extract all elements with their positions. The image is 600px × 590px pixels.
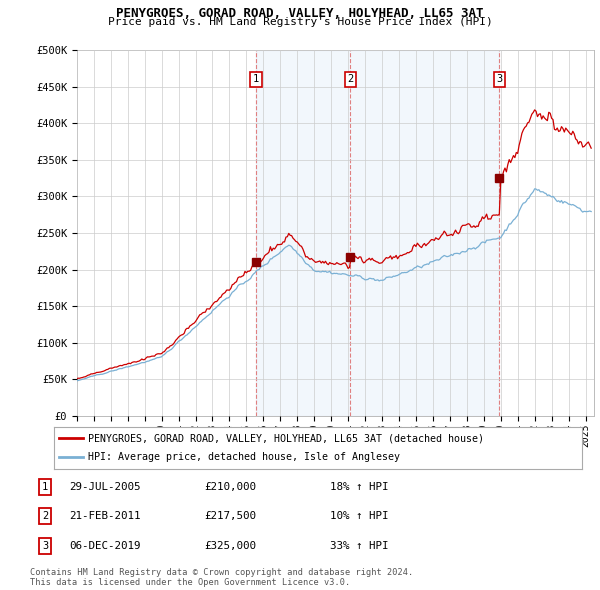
Text: 10% ↑ HPI: 10% ↑ HPI	[330, 512, 389, 521]
Text: 3: 3	[496, 74, 503, 84]
Text: 33% ↑ HPI: 33% ↑ HPI	[330, 541, 389, 550]
Text: 1: 1	[253, 74, 259, 84]
Text: PENYGROES, GORAD ROAD, VALLEY, HOLYHEAD, LL65 3AT (detached house): PENYGROES, GORAD ROAD, VALLEY, HOLYHEAD,…	[88, 434, 484, 444]
Text: Contains HM Land Registry data © Crown copyright and database right 2024.
This d: Contains HM Land Registry data © Crown c…	[30, 568, 413, 587]
Text: £217,500: £217,500	[204, 512, 256, 521]
Text: £210,000: £210,000	[204, 482, 256, 491]
Bar	[256, 50, 499, 416]
Text: £325,000: £325,000	[204, 541, 256, 550]
Text: 1: 1	[42, 482, 48, 491]
Text: 2: 2	[42, 512, 48, 521]
Text: 21-FEB-2011: 21-FEB-2011	[69, 512, 140, 521]
Text: 18% ↑ HPI: 18% ↑ HPI	[330, 482, 389, 491]
Text: 3: 3	[42, 541, 48, 550]
Text: 06-DEC-2019: 06-DEC-2019	[69, 541, 140, 550]
Text: HPI: Average price, detached house, Isle of Anglesey: HPI: Average price, detached house, Isle…	[88, 452, 400, 462]
Text: PENYGROES, GORAD ROAD, VALLEY, HOLYHEAD, LL65 3AT: PENYGROES, GORAD ROAD, VALLEY, HOLYHEAD,…	[116, 7, 484, 20]
Text: Price paid vs. HM Land Registry's House Price Index (HPI): Price paid vs. HM Land Registry's House …	[107, 17, 493, 27]
Text: 29-JUL-2005: 29-JUL-2005	[69, 482, 140, 491]
Text: 2: 2	[347, 74, 353, 84]
